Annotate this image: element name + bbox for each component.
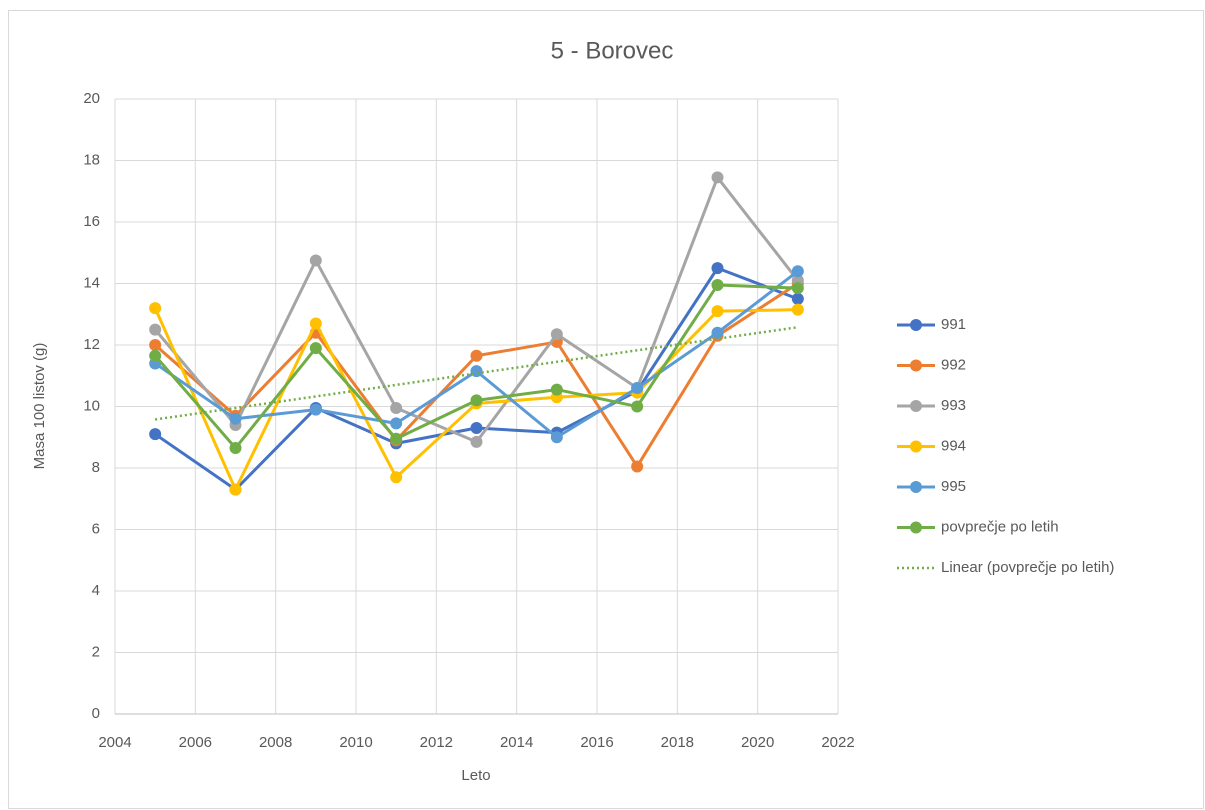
point: [229, 483, 242, 496]
point: [631, 460, 644, 473]
point: [390, 471, 403, 484]
point: [309, 254, 322, 267]
point: [470, 422, 483, 435]
y-tick-label: 4: [92, 582, 100, 599]
legend-marker: [910, 359, 922, 372]
point: [309, 317, 322, 330]
chart-title: 5 - Borovec: [551, 37, 674, 64]
point: [711, 171, 724, 184]
y-tick-label: 10: [83, 397, 100, 414]
point: [470, 435, 483, 448]
point: [390, 402, 403, 415]
point: [791, 265, 804, 278]
point: [711, 326, 724, 339]
legend-label: 993: [941, 397, 966, 414]
legend-marker: [910, 400, 922, 412]
point: [711, 305, 724, 318]
point: [149, 349, 162, 362]
point: [390, 432, 403, 445]
y-tick-label: 0: [92, 705, 100, 722]
x-tick-label: 2018: [661, 734, 694, 751]
point: [149, 428, 162, 441]
point: [149, 339, 162, 351]
point: [550, 383, 563, 396]
legend-label: povprečje po letih: [941, 518, 1059, 535]
point: [631, 382, 644, 395]
x-tick-label: 2014: [500, 734, 533, 751]
legend-label: Linear (povprečje po letih): [941, 559, 1114, 576]
x-tick-label: 2004: [98, 734, 131, 751]
x-tick-label: 2012: [420, 734, 453, 751]
point: [550, 431, 563, 444]
legend-label: 994: [941, 437, 966, 454]
x-tick-label: 2010: [339, 734, 372, 751]
y-tick-label: 8: [92, 459, 100, 476]
point: [309, 342, 322, 355]
point: [791, 282, 804, 295]
y-tick-label: 20: [83, 90, 100, 107]
y-tick-label: 16: [83, 213, 100, 230]
legend-marker: [910, 440, 922, 453]
legend-label: 995: [941, 478, 966, 495]
point: [470, 349, 483, 362]
legend-label: 991: [941, 316, 966, 333]
point: [309, 403, 322, 416]
x-tick-label: 2016: [580, 734, 613, 751]
y-tick-label: 12: [83, 336, 100, 353]
legend-label: 992: [941, 356, 966, 373]
point: [631, 400, 644, 413]
x-tick-label: 2022: [821, 734, 854, 751]
x-tick-label: 2020: [741, 734, 774, 751]
point: [550, 328, 563, 341]
point: [470, 394, 483, 407]
y-tick-label: 2: [92, 643, 100, 660]
x-tick-label: 2006: [179, 734, 212, 751]
x-axis-label: Leto: [461, 767, 490, 784]
point: [711, 262, 724, 275]
point: [791, 303, 804, 316]
point: [149, 323, 162, 336]
trendline: [154, 325, 799, 421]
legend-marker: [910, 521, 922, 534]
point: [791, 292, 804, 305]
point: [229, 412, 242, 425]
point: [149, 302, 162, 315]
chart-border: [8, 10, 1204, 809]
y-tick-label: 18: [83, 151, 100, 168]
legend-marker: [910, 319, 922, 331]
y-axis-label: Masa 100 listov (g): [31, 343, 48, 470]
point: [229, 442, 242, 455]
point: [711, 279, 724, 292]
y-tick-label: 14: [83, 274, 100, 291]
point: [470, 365, 483, 378]
y-tick-label: 6: [92, 520, 100, 537]
x-tick-label: 2008: [259, 734, 292, 751]
legend-marker: [910, 481, 922, 493]
point: [390, 417, 403, 430]
